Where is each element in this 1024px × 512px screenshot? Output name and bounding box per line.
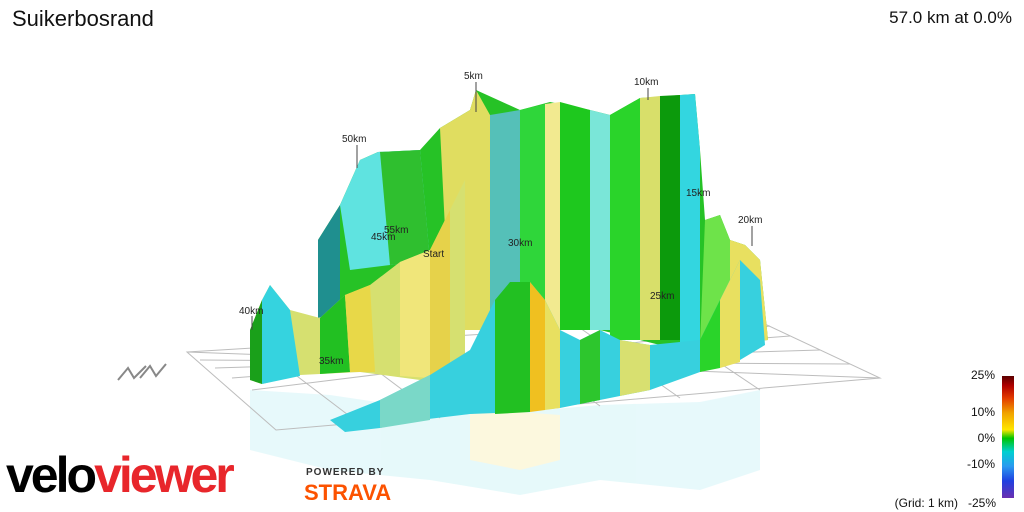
marker-20km: 20km xyxy=(738,215,762,226)
marker-50km: 50km xyxy=(342,134,366,145)
legend-label-minus10: -10% xyxy=(966,457,995,471)
route-title: Suikerbosrand xyxy=(12,6,154,31)
marker-start: Start xyxy=(423,249,444,260)
distance-markers xyxy=(251,82,753,330)
marker-45km: 45km xyxy=(371,232,395,243)
powered-by-label: POWERED BY xyxy=(306,467,385,478)
legend-label-25: 25% xyxy=(970,368,995,382)
marker-55km: 55km xyxy=(384,225,408,236)
marker-30km: 30km xyxy=(508,238,532,249)
legend-label-0: 0% xyxy=(977,431,995,445)
legend-label-minus25: -25% xyxy=(967,496,996,510)
north-arrow-icon xyxy=(117,363,167,381)
profile-near-wall xyxy=(330,260,765,432)
grid-scale-note: (Grid: 1 km) xyxy=(894,496,958,510)
marker-35km: 35km xyxy=(319,356,343,367)
marker-25km: 25km xyxy=(650,291,674,302)
legend-label-10: 10% xyxy=(970,405,995,419)
marker-5km: 5km xyxy=(464,71,483,82)
marker-15km: 15km xyxy=(686,188,710,199)
profile-front-wall xyxy=(250,180,465,384)
marker-40km: 40km xyxy=(239,306,263,317)
route-summary: 57.0 km at 0.0% xyxy=(889,8,1012,27)
veloviewer-logo[interactable]: veloviewer xyxy=(6,447,235,503)
logo-text-viewer: viewer xyxy=(94,447,235,503)
marker-10km: 10km xyxy=(634,77,658,88)
gradient-legend-bar xyxy=(1002,376,1014,498)
strava-logo[interactable]: STRAVA xyxy=(304,480,392,505)
logo-text-velo: velo xyxy=(6,447,97,503)
